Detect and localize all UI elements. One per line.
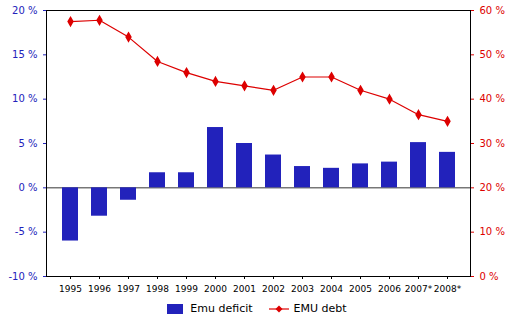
svg-text:0 %: 0 %	[480, 271, 499, 282]
svg-text:2005: 2005	[349, 284, 372, 294]
svg-text:2008*: 2008*	[434, 284, 462, 294]
svg-text:5 %: 5 %	[18, 138, 37, 149]
svg-text:20 %: 20 %	[12, 5, 37, 16]
svg-text:15 %: 15 %	[12, 49, 37, 60]
svg-text:10 %: 10 %	[480, 226, 505, 237]
svg-text:0 %: 0 %	[18, 182, 37, 193]
svg-text:2004: 2004	[320, 284, 343, 294]
svg-text:1996: 1996	[88, 284, 111, 294]
svg-text:2006: 2006	[378, 284, 401, 294]
html-text:Emu deficit: Emu deficit	[190, 302, 253, 315]
svg-text:40 %: 40 %	[480, 93, 505, 104]
svg-text:1998: 1998	[146, 284, 169, 294]
svg-text:20 %: 20 %	[480, 182, 505, 193]
svg-text:2002: 2002	[262, 284, 285, 294]
svg-text:2003: 2003	[291, 284, 314, 294]
svg-text:-10 %: -10 %	[8, 271, 37, 282]
svg-text:-5 %: -5 %	[15, 226, 38, 237]
svg-text:50 %: 50 %	[480, 49, 505, 60]
svg-text:1999: 1999	[175, 284, 198, 294]
html-text:EMU debt: EMU debt	[293, 302, 347, 315]
svg-text:2000: 2000	[204, 284, 227, 294]
svg-text:30 %: 30 %	[480, 138, 505, 149]
svg-text:2007*: 2007*	[405, 284, 433, 294]
svg-text:60 %: 60 %	[480, 5, 505, 16]
svg-text:1995: 1995	[59, 284, 82, 294]
svg-text:2001: 2001	[233, 284, 256, 294]
svg-text:1997: 1997	[117, 284, 140, 294]
svg-text:10 %: 10 %	[12, 93, 37, 104]
